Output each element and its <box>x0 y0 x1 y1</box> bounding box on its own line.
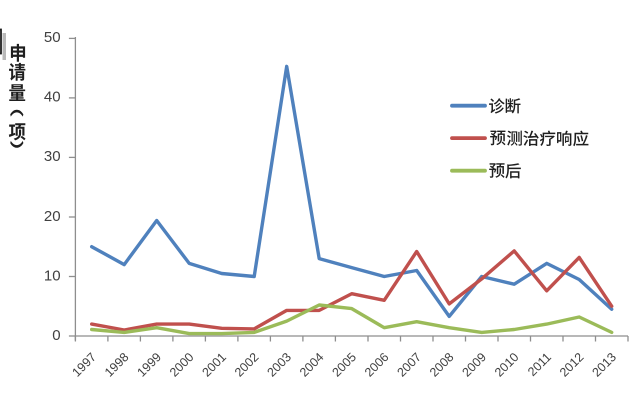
svg-text:0: 0 <box>52 327 60 344</box>
svg-text:50: 50 <box>44 29 61 46</box>
svg-text:40: 40 <box>44 89 61 106</box>
svg-text:10: 10 <box>44 267 61 284</box>
svg-text:30: 30 <box>44 148 61 165</box>
svg-text:20: 20 <box>44 208 61 225</box>
